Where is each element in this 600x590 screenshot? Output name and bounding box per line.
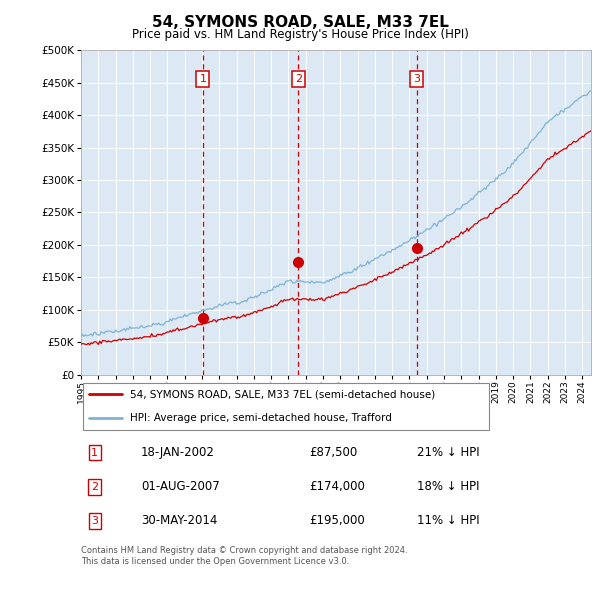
Text: This data is licensed under the Open Government Licence v3.0.: This data is licensed under the Open Gov… bbox=[81, 558, 349, 566]
Text: £195,000: £195,000 bbox=[309, 514, 365, 527]
Text: 1: 1 bbox=[199, 74, 206, 84]
Text: 2: 2 bbox=[91, 482, 98, 491]
Text: 18-JAN-2002: 18-JAN-2002 bbox=[141, 446, 215, 459]
Text: 01-AUG-2007: 01-AUG-2007 bbox=[141, 480, 220, 493]
FancyBboxPatch shape bbox=[83, 382, 489, 430]
Text: 3: 3 bbox=[91, 516, 98, 526]
Text: £174,000: £174,000 bbox=[309, 480, 365, 493]
Text: £87,500: £87,500 bbox=[309, 446, 357, 459]
Text: 2: 2 bbox=[295, 74, 302, 84]
Text: 21% ↓ HPI: 21% ↓ HPI bbox=[417, 446, 479, 459]
Text: 54, SYMONS ROAD, SALE, M33 7EL: 54, SYMONS ROAD, SALE, M33 7EL bbox=[152, 15, 448, 30]
Text: 54, SYMONS ROAD, SALE, M33 7EL (semi-detached house): 54, SYMONS ROAD, SALE, M33 7EL (semi-det… bbox=[130, 389, 436, 399]
Text: Contains HM Land Registry data © Crown copyright and database right 2024.: Contains HM Land Registry data © Crown c… bbox=[81, 546, 407, 555]
Text: 30-MAY-2014: 30-MAY-2014 bbox=[141, 514, 217, 527]
Text: 3: 3 bbox=[413, 74, 420, 84]
Text: Price paid vs. HM Land Registry's House Price Index (HPI): Price paid vs. HM Land Registry's House … bbox=[131, 28, 469, 41]
Text: HPI: Average price, semi-detached house, Trafford: HPI: Average price, semi-detached house,… bbox=[130, 413, 392, 423]
Text: 11% ↓ HPI: 11% ↓ HPI bbox=[417, 514, 479, 527]
Text: 18% ↓ HPI: 18% ↓ HPI bbox=[417, 480, 479, 493]
Text: 1: 1 bbox=[91, 448, 98, 457]
